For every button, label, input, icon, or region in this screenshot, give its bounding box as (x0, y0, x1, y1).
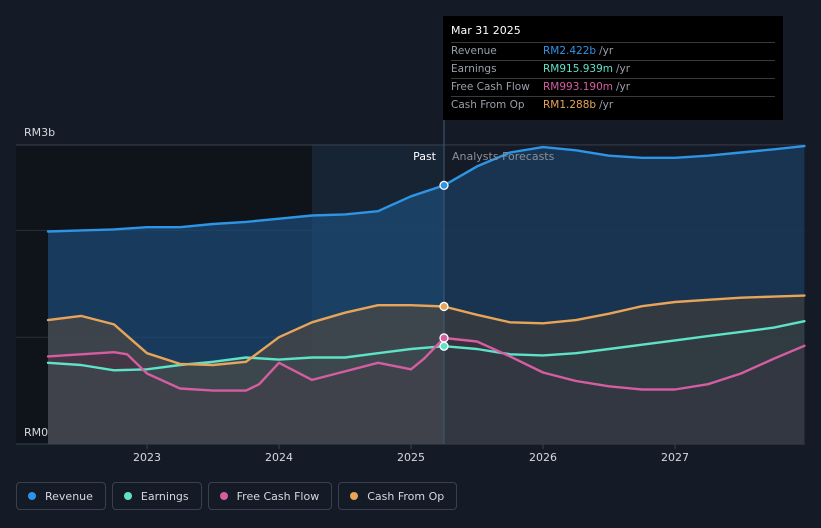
marker-earnings (439, 341, 449, 351)
chart-legend: Revenue Earnings Free Cash Flow Cash Fro… (16, 482, 458, 510)
tooltip-unit: /yr (616, 81, 631, 93)
legend-item-free-cash-flow[interactable]: Free Cash Flow (207, 482, 333, 510)
tooltip-value: RM993.190m (543, 81, 614, 93)
forecast-overlay (444, 145, 805, 444)
legend-label: Free Cash Flow (236, 489, 320, 503)
legend-label: Revenue (45, 489, 93, 503)
legend-label: Earnings (140, 489, 189, 503)
legend-dot-icon (123, 492, 132, 500)
past-label: Past (413, 150, 437, 163)
tooltip-panel: Mar 31 2025 Revenue RM2.422b /yr Earning… (443, 16, 783, 120)
tooltip-unit: /yr (599, 45, 614, 57)
tooltip-unit: /yr (599, 99, 614, 111)
y-axis-label-top: RM3b (24, 126, 55, 139)
legend-item-revenue[interactable]: Revenue (16, 482, 106, 510)
series-line-free-cash-flow (46, 336, 806, 392)
x-tick-label: 2024 (265, 451, 293, 464)
legend-item-earnings[interactable]: Earnings (111, 482, 202, 510)
tooltip-unit: /yr (616, 63, 631, 75)
series-line-cash-from-op (46, 294, 806, 367)
x-tick-label: 2025 (397, 451, 425, 464)
legend-label: Cash From Op (367, 489, 445, 503)
marker-free-cash-flow (439, 333, 449, 343)
area-earnings (48, 321, 805, 444)
legend-dot-icon (350, 492, 359, 500)
marker-revenue (439, 180, 449, 191)
tooltip-value: RM2.422b (543, 45, 597, 57)
y-axis-label-bottom: RM0 (24, 426, 48, 439)
tooltip-value: RM1.288b (543, 99, 597, 111)
tooltip-label: Earnings (451, 63, 497, 75)
legend-dot-icon (28, 492, 36, 500)
tooltip-label: Revenue (451, 45, 497, 57)
tooltip-value: RM915.939m (543, 63, 614, 75)
series-line-revenue (46, 144, 806, 233)
tooltip-row-earnings: Earnings RM915.939m /yr (451, 60, 775, 78)
legend-item-cash-from-op[interactable]: Cash From Op (338, 482, 458, 510)
forecast-label: Analysts Forecasts (452, 150, 555, 163)
tooltip-date: Mar 31 2025 (451, 24, 521, 37)
tooltip-label: Free Cash Flow (451, 81, 530, 93)
tooltip-label: Cash From Op (451, 99, 525, 111)
tooltip-row-cash-from-op: Cash From Op RM1.288b /yr (451, 96, 775, 114)
x-tick-label: 2026 (529, 451, 557, 464)
x-tick-label: 2027 (661, 451, 689, 464)
x-tick-label: 2023 (133, 451, 161, 464)
legend-dot-icon (219, 492, 228, 500)
tooltip-row-free-cash-flow: Free Cash Flow RM993.190m /yr (451, 78, 775, 96)
series-line-earnings (46, 320, 806, 372)
marker-cash-from-op (439, 301, 449, 312)
tooltip-row-revenue: Revenue RM2.422b /yr (451, 42, 775, 60)
